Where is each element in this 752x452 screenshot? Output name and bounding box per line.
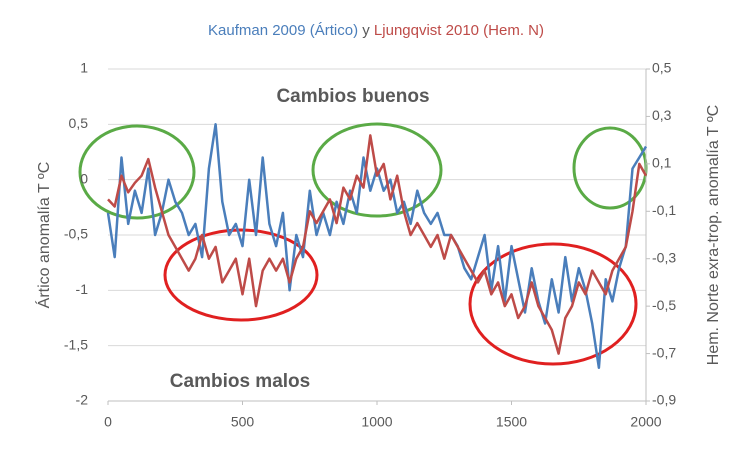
x-tick-label: 500 — [231, 414, 255, 430]
annotation: Cambios buenos — [276, 86, 429, 107]
y2-tick-label: 0,1 — [652, 155, 672, 171]
annotation: Cambios malos — [170, 371, 310, 392]
y2-tick-label: -0,9 — [652, 392, 676, 408]
y-axis-title: Ártico anomalía T ºC — [34, 162, 53, 309]
y2-tick-label: -0,5 — [652, 297, 676, 313]
y-tick-label: 0 — [80, 170, 88, 186]
y-tick-label: -2 — [76, 392, 89, 408]
title-joiner: y — [362, 22, 370, 39]
good-ellipse — [78, 124, 196, 220]
y-tick-label: 1 — [80, 60, 88, 76]
x-tick-label: 2000 — [630, 414, 661, 430]
y-tick-label: -1 — [76, 281, 89, 297]
y2-tick-label: -0,3 — [652, 249, 676, 265]
x-tick-label: 0 — [104, 414, 112, 430]
bad-ellipse — [163, 228, 319, 322]
good-ellipse — [311, 122, 443, 218]
y2-axis-title: Hem. Norte exra-trop. anomalía T ºC — [705, 105, 722, 365]
y-tick-label: -0,5 — [64, 226, 88, 242]
bad-ellipse — [468, 242, 638, 366]
x-tick-label: 1500 — [496, 414, 527, 430]
chart-title: Kaufman 2009 (Ártico) y Ljungqvist 2010 … — [208, 22, 544, 39]
y2-tick-label: -0,7 — [652, 344, 676, 360]
y2-tick-label: -0,1 — [652, 202, 676, 218]
y2-tick-label: 0,3 — [652, 107, 672, 123]
y2-tick-label: 0,5 — [652, 60, 672, 76]
title-series-1: Kaufman 2009 (Ártico) — [208, 22, 358, 39]
title-series-2: Ljungqvist 2010 (Hem. N) — [374, 22, 544, 39]
y-tick-label: 0,5 — [69, 115, 89, 131]
series-line — [107, 134, 648, 355]
y-tick-label: -1,5 — [64, 336, 88, 352]
x-tick-label: 1000 — [361, 414, 392, 430]
